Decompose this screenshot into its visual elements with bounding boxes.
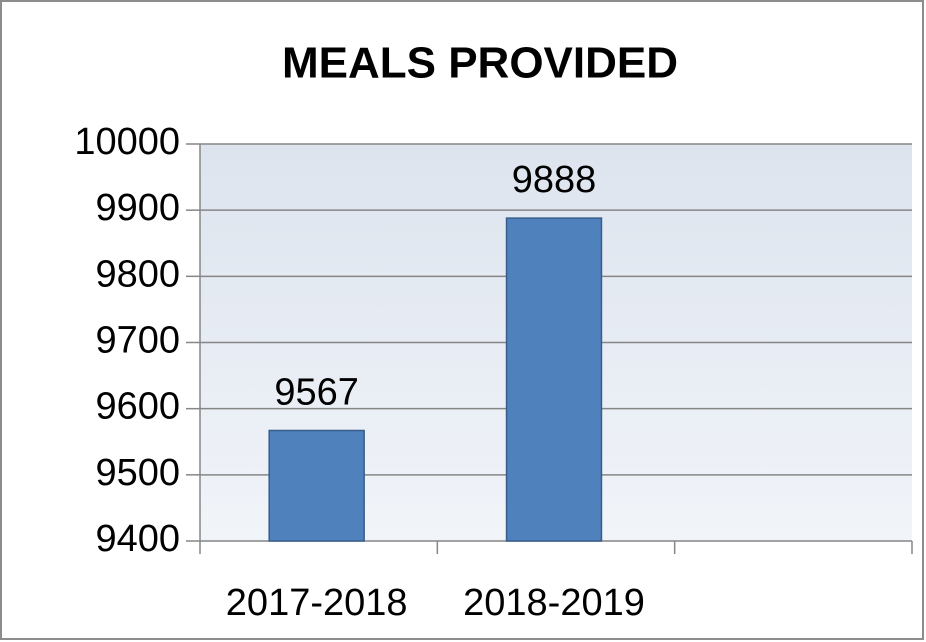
- x-tick-label: 2018-2019: [463, 582, 645, 624]
- value-label: 9888: [512, 159, 597, 201]
- y-tick-label: 9800: [95, 253, 180, 295]
- chart-title: MEALS PROVIDED: [282, 39, 678, 88]
- bar: [268, 429, 365, 542]
- bar: [505, 217, 603, 542]
- value-label: 9567: [274, 372, 359, 414]
- y-tick-label: 9400: [95, 518, 180, 560]
- y-tick-label: 9900: [95, 187, 180, 229]
- y-tick-label: 10000: [74, 121, 180, 163]
- y-tick-label: 9600: [95, 386, 180, 428]
- y-tick-label: 9700: [95, 320, 180, 362]
- y-tick-label: 9500: [95, 452, 180, 494]
- x-tick-label: 2017-2018: [226, 582, 408, 624]
